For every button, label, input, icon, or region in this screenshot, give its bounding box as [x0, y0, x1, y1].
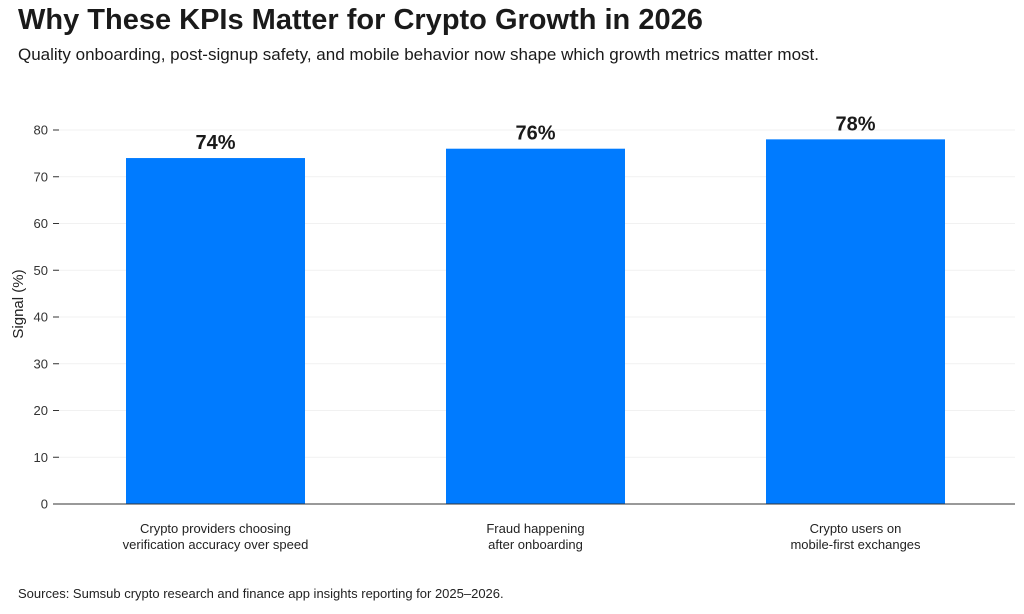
x-category-label: Crypto users on	[810, 521, 902, 536]
y-tick-label: 40	[34, 310, 48, 325]
chart-title: Why These KPIs Matter for Crypto Growth …	[18, 4, 703, 36]
bar	[446, 148, 625, 504]
y-tick-label: 60	[34, 216, 48, 231]
bar	[126, 158, 305, 505]
y-tick-label: 30	[34, 356, 48, 371]
x-category-label: after onboarding	[488, 537, 583, 552]
data-labels: 74% 76% 78%	[195, 113, 875, 154]
y-tick-label: 10	[34, 450, 48, 465]
y-tick-label: 0	[41, 497, 48, 512]
y-axis-label: Signal (%)	[10, 269, 27, 338]
bars	[126, 139, 945, 505]
data-label: 78%	[835, 113, 875, 135]
chart-subtitle: Quality onboarding, post-signup safety, …	[18, 45, 819, 64]
data-label: 76%	[515, 123, 555, 145]
x-category-label: Fraud happening	[486, 521, 584, 536]
source-note: Sources: Sumsub crypto research and fina…	[18, 586, 504, 601]
y-axis: 0 10 20 30 40 50 60 70 80	[34, 123, 59, 512]
y-tick-label: 80	[34, 123, 48, 138]
x-category-label: Crypto providers choosing	[140, 521, 291, 536]
x-category-label: verification accuracy over speed	[123, 537, 309, 552]
bar	[766, 139, 945, 504]
y-tick-label: 50	[34, 263, 48, 278]
y-tick-label: 20	[34, 403, 48, 418]
y-tick-label: 70	[34, 169, 48, 184]
x-category-label: mobile-first exchanges	[790, 537, 921, 552]
data-label: 74%	[195, 132, 235, 154]
